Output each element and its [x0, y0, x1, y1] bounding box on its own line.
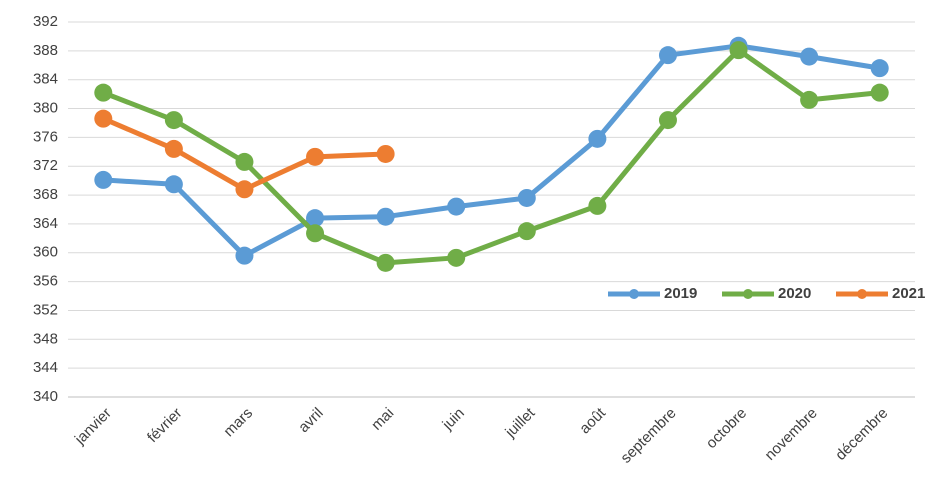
legend-marker [857, 289, 867, 299]
point [517, 222, 536, 241]
y-tick-label: 356 [33, 273, 58, 290]
y-tick-label: 380 [33, 100, 58, 117]
series-line [102, 47, 880, 266]
x-tick-label: août [576, 404, 609, 437]
legend-label: 2021 [892, 285, 925, 302]
point [235, 152, 254, 171]
point [306, 209, 325, 228]
legend-label: 2019 [664, 285, 697, 302]
point [306, 147, 325, 166]
x-tick-label: décembre [832, 405, 891, 464]
point [94, 109, 113, 128]
point [235, 246, 254, 265]
x-tick-label: juillet [502, 404, 539, 441]
point [800, 90, 819, 109]
point [306, 224, 325, 243]
y-tick-label: 368 [33, 186, 58, 203]
point [164, 175, 183, 194]
y-tick-label: 340 [33, 388, 58, 405]
x-tick-label: avril [295, 405, 326, 436]
point [870, 83, 889, 102]
y-tick-label: 352 [33, 301, 58, 318]
y-tick-label: 364 [33, 215, 58, 232]
point [94, 83, 113, 102]
y-tick-label: 348 [33, 330, 58, 347]
y-tick-label: 376 [33, 128, 58, 145]
point [447, 197, 466, 216]
point [376, 253, 395, 272]
x-tick-label: septembre [617, 405, 679, 467]
x-tick-label: juin [439, 405, 468, 434]
y-tick-label: 384 [33, 71, 58, 88]
point [164, 111, 183, 130]
point [376, 144, 395, 163]
x-tick-label: mai [368, 405, 397, 434]
point [729, 41, 748, 60]
point [94, 170, 113, 189]
point [800, 47, 819, 66]
point [376, 207, 395, 226]
x-tick-label: février [144, 405, 185, 446]
legend-marker [629, 289, 639, 299]
y-tick-label: 344 [33, 359, 58, 376]
x-tick-label: octobre [703, 405, 750, 452]
series-line [103, 43, 881, 259]
x-tick-label: novembre [762, 405, 821, 464]
y-tick-label: 372 [33, 157, 58, 174]
point [870, 59, 889, 78]
point [588, 129, 607, 148]
legend-marker [743, 289, 753, 299]
y-tick-label: 388 [33, 42, 58, 59]
point [235, 180, 254, 199]
point [588, 196, 607, 215]
legend-label: 2020 [778, 285, 811, 302]
y-tick-label: 360 [33, 244, 58, 261]
y-tick-label: 392 [33, 13, 58, 30]
point [517, 188, 536, 207]
point [658, 46, 677, 65]
point [164, 139, 183, 158]
point [658, 111, 677, 130]
point [447, 248, 466, 267]
x-tick-label: mars [220, 405, 256, 441]
x-tick-label: janvier [71, 405, 115, 449]
